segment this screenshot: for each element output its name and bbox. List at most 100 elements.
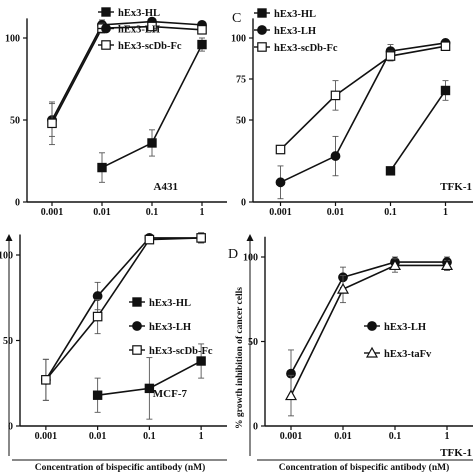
x-tick-label: 0.1 [384, 207, 397, 218]
x-tick-label: 0.01 [327, 207, 345, 218]
series-line [45, 237, 202, 381]
data-point [440, 259, 454, 271]
series-hex3-scdb-fc [275, 41, 451, 155]
x-tick-label: 0.1 [143, 431, 156, 442]
series-line [51, 25, 203, 124]
data-point [330, 151, 341, 161]
legend-marker [365, 346, 379, 358]
series-line [45, 237, 202, 381]
data-point [284, 389, 298, 401]
series-line [279, 45, 446, 151]
x-tick-label: 0.01 [334, 431, 352, 442]
y-tick-label: 100 [231, 34, 246, 45]
legend-label: hEx3-HL [118, 8, 160, 19]
series-line [389, 90, 447, 172]
panel-1: 0 50 100 0.001 0.01 0.1 1 hEx3-HL hEx3-LH hEx3-sc… [5, 7, 227, 218]
legend: hEx3-HL hEx3-LH hEx3-scDb-Fc [98, 7, 182, 52]
y-axis-arrowhead [246, 234, 254, 241]
cell-line-label: MCF-7 [153, 388, 188, 400]
panel-3: 0 50 100 0.001 0.01 0.1 1 hEx3-HL hEx3-LH hEx3-sc… [0, 232, 227, 473]
x-tick-label: 0.001 [35, 431, 58, 442]
y-tick-label: 50 [10, 116, 20, 127]
data-point [92, 311, 103, 322]
x-tick-label: 1 [199, 431, 204, 442]
series-hex3-hl [92, 343, 206, 420]
x-tick-label: 1 [200, 207, 205, 218]
y-tick-label: 100 [0, 251, 13, 262]
data-point [197, 39, 207, 50]
legend-label: hEx3-LH [149, 322, 191, 333]
y-tick-label: 50 [3, 336, 13, 347]
legend-label: hEx3-HL [149, 298, 191, 309]
data-point [41, 375, 51, 385]
legend-marker [367, 321, 377, 331]
legend-marker [257, 42, 267, 52]
x-tick-label: 0.01 [89, 431, 107, 442]
data-point [144, 383, 155, 394]
data-point [388, 259, 402, 271]
y-axis-label: % growth inhibition of cancer cells [235, 287, 245, 429]
legend-marker [132, 345, 142, 355]
y-tick-label: 0 [241, 198, 246, 209]
y-tick-label: 75 [236, 75, 246, 86]
panel-label: D [228, 247, 238, 262]
data-point [47, 118, 57, 129]
legend-label: hEx3-scDb-Fc [274, 43, 338, 54]
series-hex3-hl [97, 37, 207, 183]
legend-label: hEx3-HL [274, 9, 316, 20]
series-hex3-lh [275, 38, 451, 200]
data-point [440, 85, 451, 96]
data-point [92, 390, 103, 400]
panel-4: 0501000.0010.010.11hEx3-LHhEx3-taFvTFK-1… [228, 234, 473, 473]
y-tick-label: 0 [8, 422, 13, 433]
data-point [275, 144, 286, 155]
data-point [275, 177, 286, 188]
data-point [385, 51, 396, 61]
legend-label: hEx3-LH [274, 26, 316, 37]
legend-label: hEx3-LH [118, 25, 160, 36]
data-point [197, 25, 207, 35]
y-tick-label: 50 [248, 337, 258, 348]
data-point [330, 90, 341, 101]
cell-line-label: TFK-1 [440, 181, 472, 193]
x-axis-label: Concentration of bispecific antibody (nM… [279, 462, 449, 473]
y-axis-arrowhead [5, 234, 13, 241]
data-point [147, 138, 157, 148]
legend: hEx3-LH hEx3-taFv [364, 321, 432, 360]
legend: hEx3-HL hEx3-LH hEx3-scDb-Fc [254, 8, 338, 54]
data-point [336, 282, 350, 294]
data-point [144, 234, 155, 245]
legend-marker [101, 7, 111, 17]
legend-marker [132, 297, 142, 307]
cell-line-label: A431 [154, 181, 178, 193]
series-hex3-scdb-fc [41, 232, 206, 401]
x-tick-label: 0.1 [389, 431, 402, 442]
data-point [147, 21, 157, 32]
x-tick-label: 0.001 [280, 431, 303, 442]
cell-line-label: TFK-1 [440, 447, 472, 459]
series-hex3-hl [385, 80, 451, 176]
legend: hEx3-HL hEx3-LH hEx3-scDb-Fc [129, 297, 213, 357]
series-line [290, 261, 447, 374]
series-line [51, 20, 203, 121]
legend-label: hEx3-scDb-Fc [149, 346, 213, 357]
data-point [97, 162, 107, 173]
x-tick-label: 0.01 [93, 207, 111, 218]
x-tick-label: 1 [445, 431, 450, 442]
series-hex3-lh [40, 232, 207, 401]
legend-marker [257, 25, 267, 35]
x-tick-label: 0.1 [146, 207, 159, 218]
legend-label: hEx3-LH [384, 322, 426, 333]
data-point [196, 356, 206, 366]
x-tick-label: 0.001 [41, 207, 64, 218]
y-tick-label: 0 [253, 422, 258, 433]
y-tick-label: 100 [5, 34, 20, 45]
legend-label: hEx3-scDb-Fc [118, 41, 182, 52]
series-line [290, 264, 447, 396]
x-tick-label: 1 [443, 207, 448, 218]
legend-marker [101, 23, 111, 34]
data-point [440, 41, 451, 51]
legend-label: hEx3-taFv [384, 349, 432, 360]
